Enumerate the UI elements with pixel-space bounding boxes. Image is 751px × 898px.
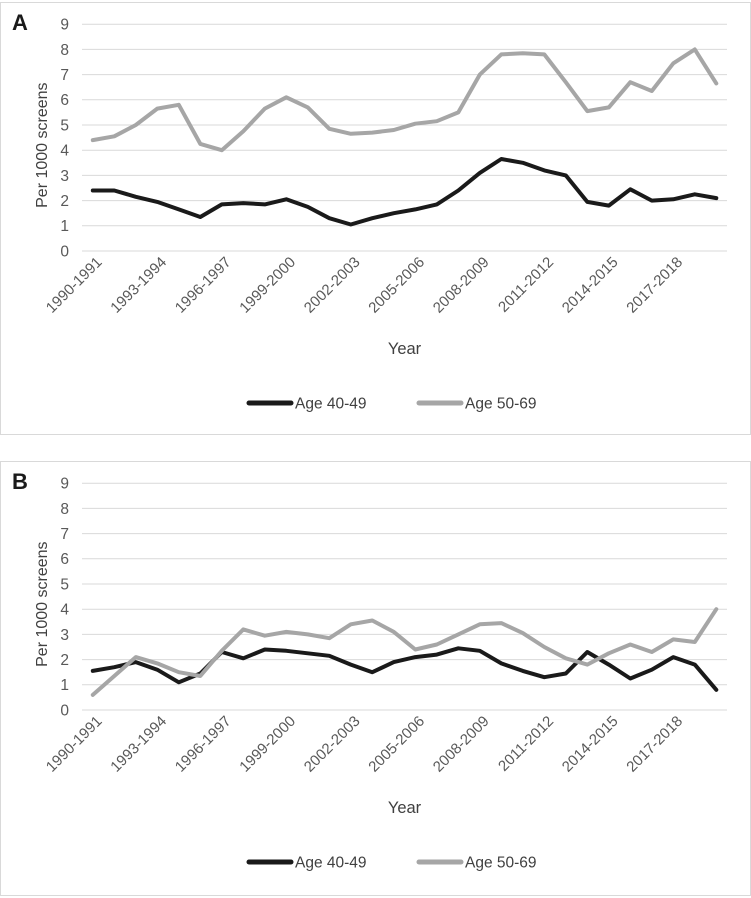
series-line-age-50-69 (90, 607, 719, 697)
x-tick-label: 1990-1991 (43, 254, 106, 317)
series-line-age-40-49 (90, 646, 719, 692)
legend-item-age-40-49: Age 40-49 (246, 854, 367, 871)
y-tick-label: 4 (60, 143, 69, 160)
y-tick-label: 1 (60, 218, 69, 235)
legend-label: Age 50-69 (465, 854, 537, 871)
x-tick-label: 2011-2012 (495, 713, 557, 775)
x-tick-label: 2008-2009 (430, 713, 493, 776)
y-tick-label: 3 (60, 168, 69, 185)
y-tick-label: 5 (60, 117, 69, 134)
x-tick-label: 2011-2012 (495, 254, 557, 316)
x-tick-label: 1999-2000 (236, 713, 299, 776)
y-axis-title: Per 1000 screens (34, 541, 51, 666)
y-axis-tick-labels: 0 1 2 3 4 5 6 7 8 9 (60, 17, 69, 261)
series-line-age-40-49 (90, 157, 719, 227)
x-tick-label: 2008-2009 (430, 254, 493, 317)
x-axis-tick-labels: 1990-1991 1993-1994 1996-1997 1999-2000 2002… (43, 254, 686, 317)
x-axis-tick-labels: 1990-1991 1993-1994 1996-1997 1999-2000 2002… (43, 713, 686, 776)
x-tick-label: 2014-2015 (559, 254, 622, 317)
x-axis-title: Year (388, 340, 422, 358)
y-tick-label: 0 (60, 243, 69, 260)
x-tick-label: 1993-1994 (107, 254, 170, 317)
gridlines (82, 482, 727, 711)
x-tick-label: 2005-2006 (365, 713, 428, 776)
panel-a-chart: 0 1 2 3 4 5 6 7 8 9 Per 1000 screens 1990-1991 1993-… (34, 17, 727, 412)
panel-a-label: A (12, 10, 28, 35)
y-tick-label: 0 (60, 702, 69, 719)
x-tick-label: 2002-2003 (301, 254, 364, 317)
legend-label: Age 40-49 (295, 854, 367, 871)
legend-item-age-40-49: Age 40-49 (246, 395, 367, 412)
gridlines (82, 23, 727, 252)
panel-a: A 0 1 2 3 4 5 6 7 8 9 Per 1000 screens 1990-1991 199… (0, 2, 751, 435)
x-tick-label: 2014-2015 (559, 713, 622, 776)
x-axis-title: Year (388, 799, 422, 817)
y-tick-label: 8 (60, 501, 69, 518)
panel-b: B 0 1 2 3 4 5 6 7 8 9 Per 1000 screens 1990-1991 199… (0, 461, 751, 896)
legend-item-age-50-69: Age 50-69 (416, 854, 537, 871)
y-tick-label: 9 (60, 17, 69, 34)
y-axis-title: Per 1000 screens (34, 82, 51, 207)
legend-label: Age 40-49 (295, 395, 367, 412)
y-tick-label: 6 (60, 92, 69, 109)
panel-b-chart: 0 1 2 3 4 5 6 7 8 9 Per 1000 screens 1990-1991 1993-… (34, 476, 727, 871)
legend: Age 40-49 Age 50-69 (246, 854, 537, 871)
x-tick-label: 1993-1994 (107, 713, 170, 776)
legend: Age 40-49 Age 50-69 (246, 395, 537, 412)
x-tick-label: 2005-2006 (365, 254, 428, 317)
y-tick-label: 2 (60, 193, 69, 210)
y-tick-label: 3 (60, 627, 69, 644)
x-tick-label: 1996-1997 (172, 254, 235, 317)
y-tick-label: 6 (60, 551, 69, 568)
y-axis-tick-labels: 0 1 2 3 4 5 6 7 8 9 (60, 476, 69, 720)
legend-item-age-50-69: Age 50-69 (416, 395, 537, 412)
x-tick-label: 1996-1997 (172, 713, 235, 776)
y-tick-label: 2 (60, 652, 69, 669)
x-tick-label: 1999-2000 (236, 254, 299, 317)
x-tick-label: 2002-2003 (301, 713, 364, 776)
y-tick-label: 8 (60, 42, 69, 59)
x-tick-label: 2017-2018 (623, 713, 686, 776)
y-tick-label: 1 (60, 677, 69, 694)
legend-label: Age 50-69 (465, 395, 537, 412)
panel-b-label: B (12, 469, 28, 494)
series-line-age-50-69 (90, 47, 719, 153)
y-tick-label: 7 (60, 67, 69, 84)
x-tick-label: 2017-2018 (623, 254, 686, 317)
x-tick-label: 1990-1991 (43, 713, 106, 776)
y-tick-label: 7 (60, 526, 69, 543)
y-tick-label: 9 (60, 476, 69, 493)
y-tick-label: 4 (60, 602, 69, 619)
y-tick-label: 5 (60, 576, 69, 593)
